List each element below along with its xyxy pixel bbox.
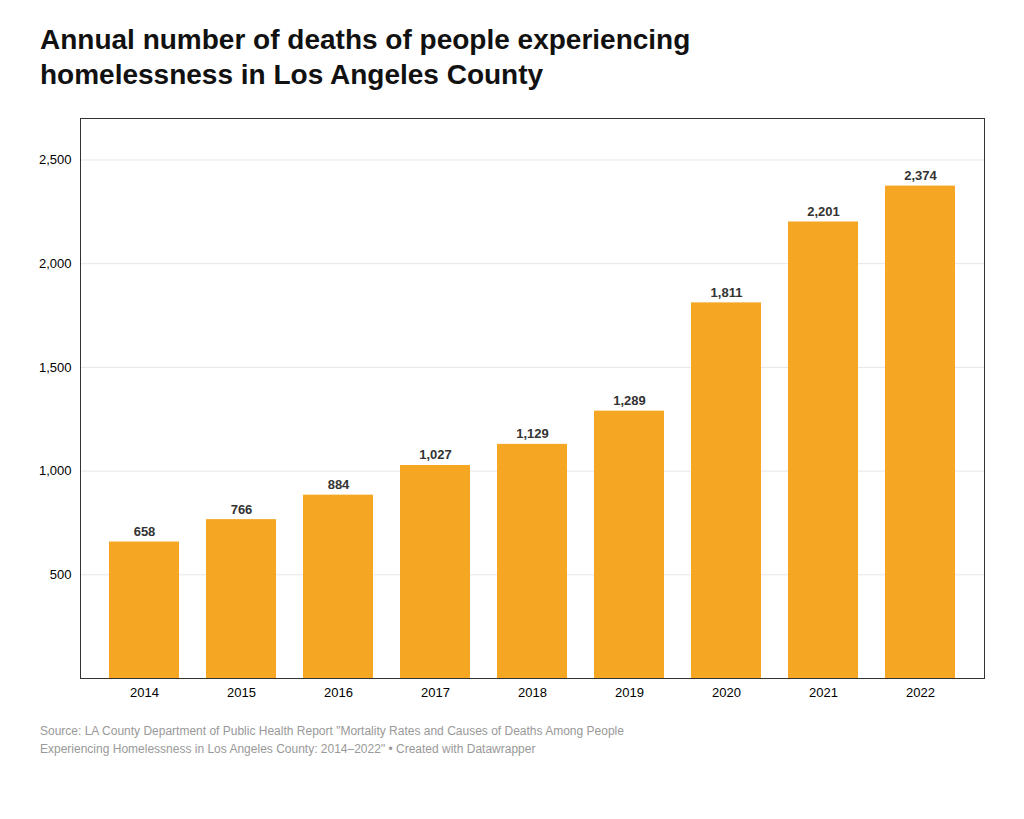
svg-text:1,811: 1,811 — [711, 285, 743, 300]
svg-text:1,129: 1,129 — [516, 426, 549, 441]
svg-text:2018: 2018 — [518, 685, 547, 700]
svg-text:1,027: 1,027 — [419, 447, 452, 462]
svg-text:2017: 2017 — [421, 685, 450, 700]
svg-text:766: 766 — [231, 502, 253, 517]
svg-text:2015: 2015 — [227, 685, 256, 700]
svg-text:2020: 2020 — [712, 685, 741, 700]
svg-text:1,289: 1,289 — [613, 393, 646, 408]
svg-text:2,500: 2,500 — [39, 152, 72, 167]
svg-text:658: 658 — [134, 524, 156, 539]
svg-text:2,201: 2,201 — [807, 204, 840, 219]
svg-text:2021: 2021 — [809, 685, 838, 700]
svg-text:2022: 2022 — [906, 685, 935, 700]
html-text:Source: LA County Department o: Source: LA County Department of Public H… — [40, 724, 624, 756]
html-text:homelessness in Los Angeles Co: homelessness in Los Angeles County — [40, 59, 544, 90]
svg-text:500: 500 — [50, 567, 72, 582]
svg-text:1,500: 1,500 — [39, 360, 72, 375]
svg-text:2019: 2019 — [615, 685, 644, 700]
svg-text:1,000: 1,000 — [39, 463, 72, 478]
svg-text:2,000: 2,000 — [39, 256, 72, 271]
svg-text:2014: 2014 — [130, 685, 159, 700]
svg-text:2016: 2016 — [324, 685, 353, 700]
svg-text:2,374: 2,374 — [904, 168, 937, 183]
svg-text:884: 884 — [328, 477, 350, 492]
html-text:Annual number of deaths of peo: Annual number of deaths of people experi… — [40, 24, 691, 55]
